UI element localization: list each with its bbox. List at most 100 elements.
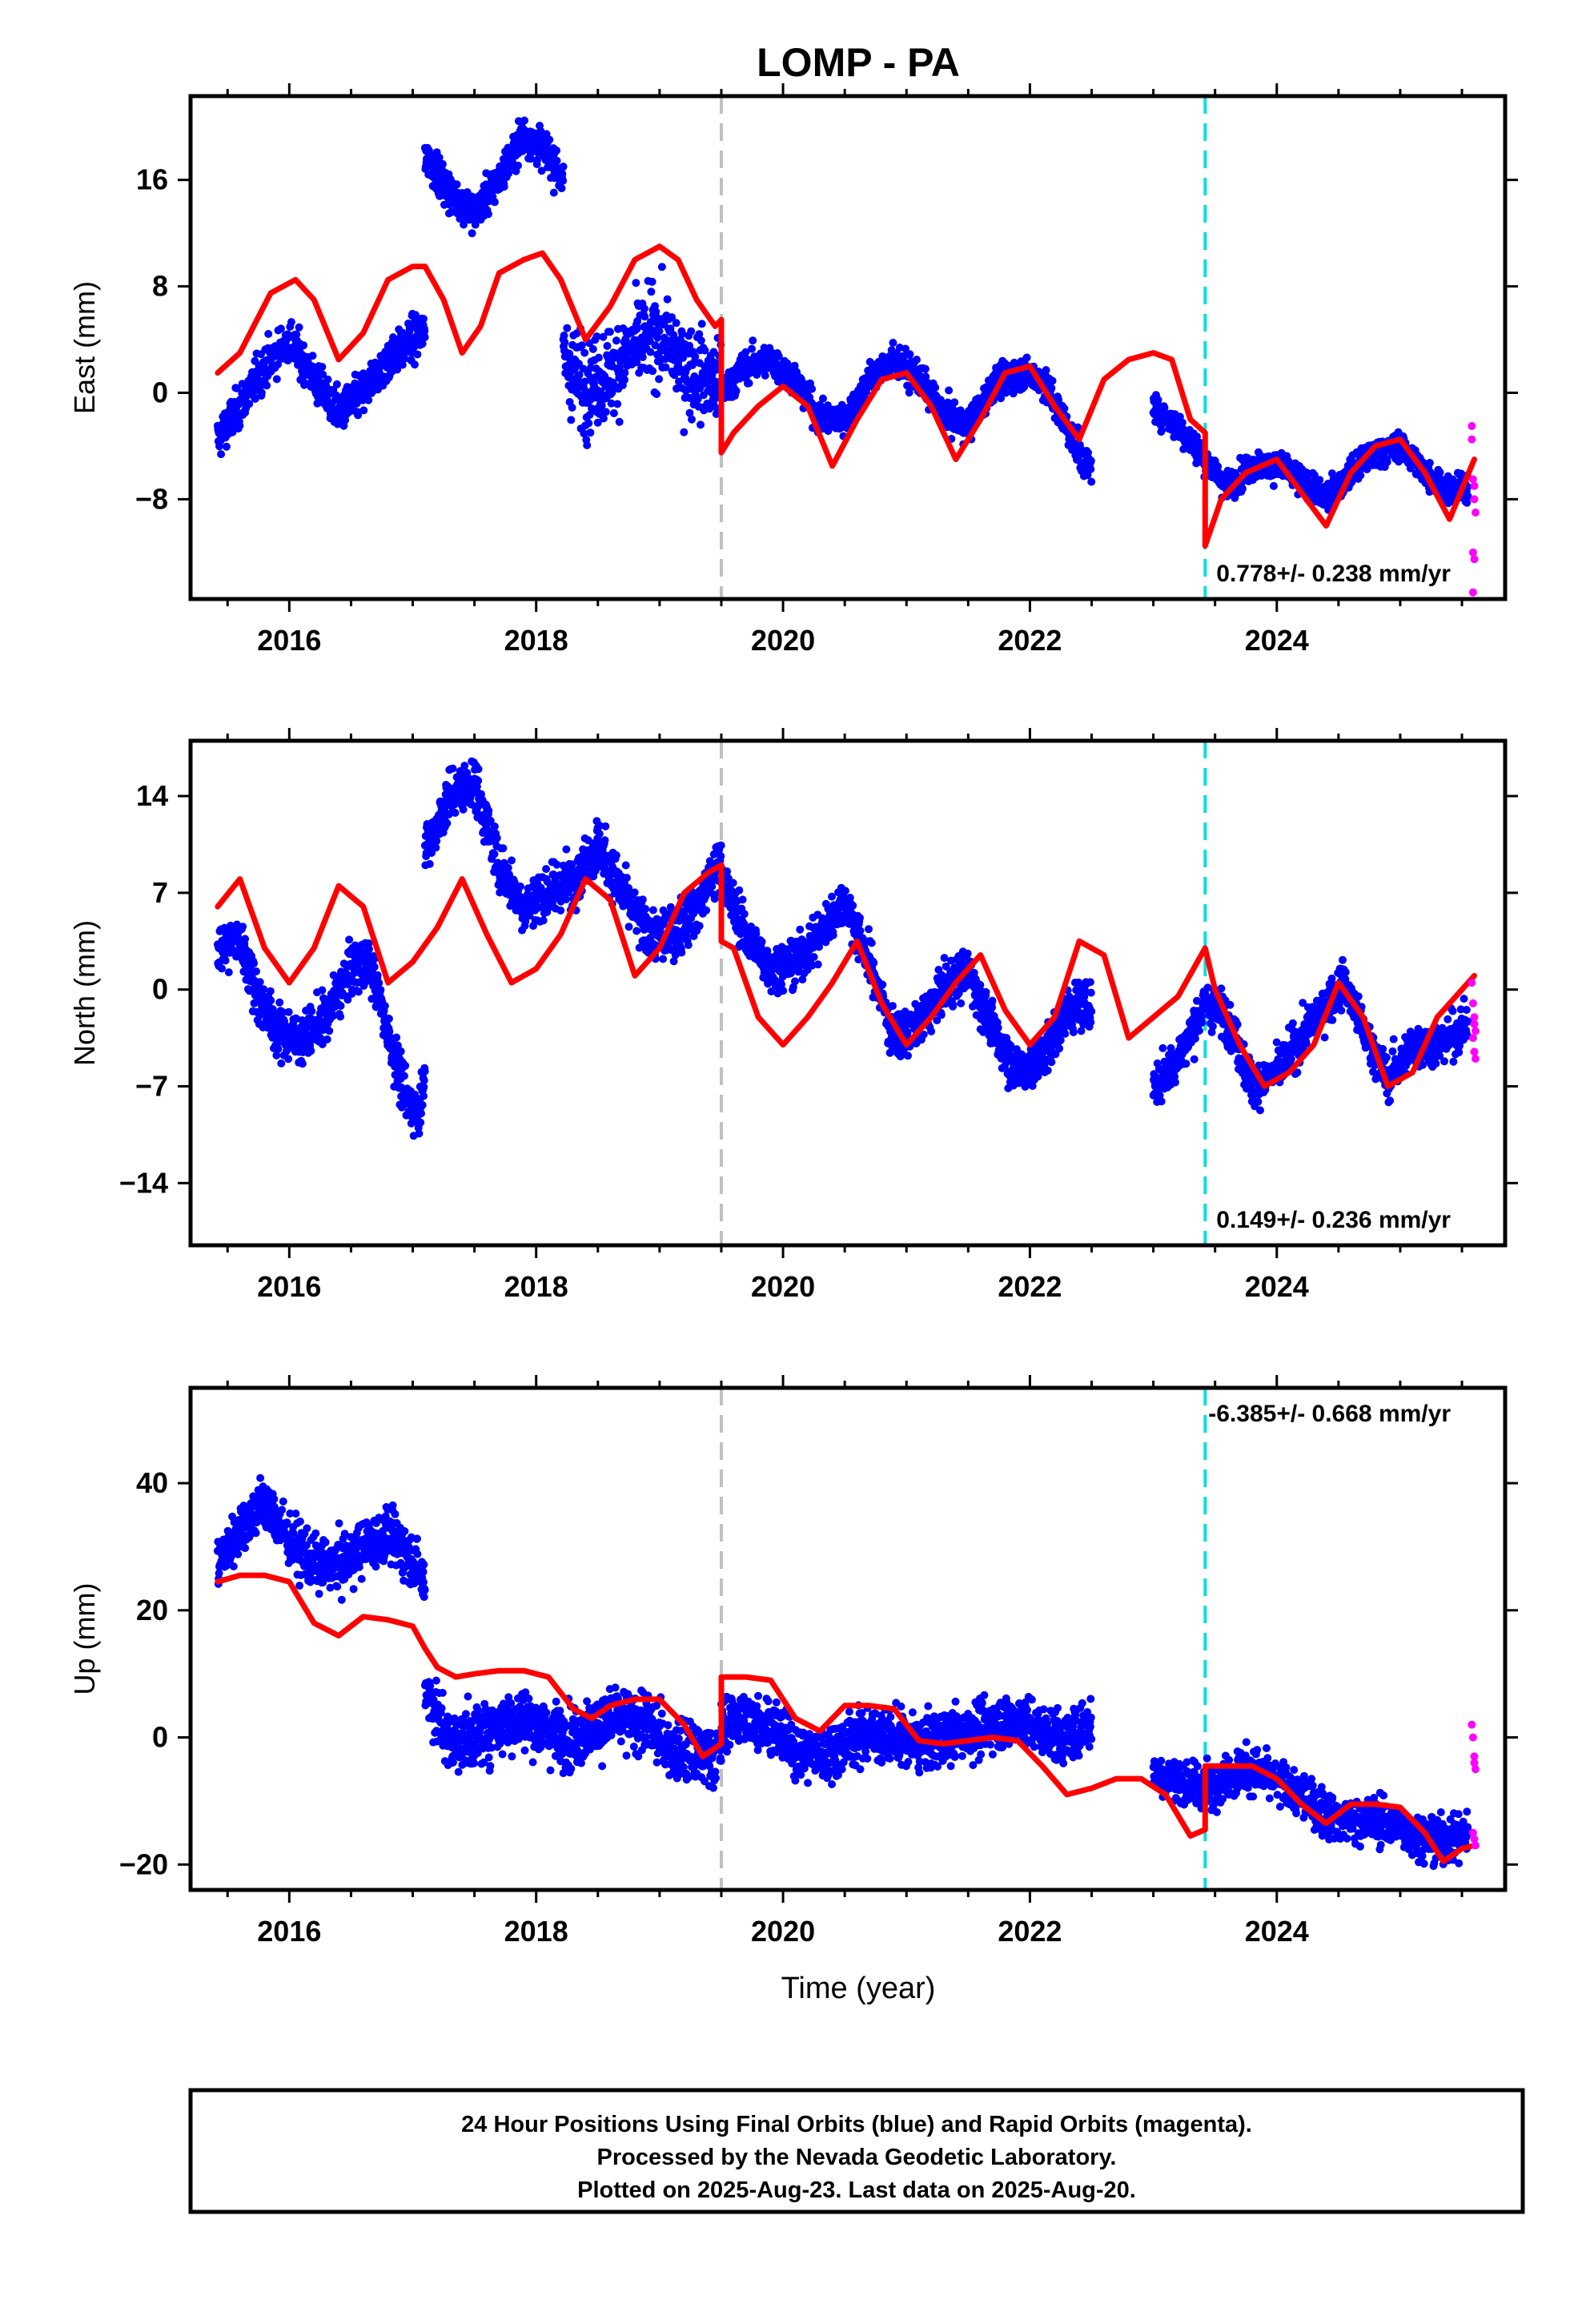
data-point: [380, 1002, 389, 1011]
data-point: [420, 1067, 429, 1076]
plot-area: [213, 741, 1480, 1245]
data-point: [484, 806, 493, 815]
data-point: [697, 320, 706, 328]
data-point: [251, 395, 259, 403]
data-point: [218, 964, 226, 973]
data-point: [313, 399, 322, 408]
data-point: [468, 229, 476, 238]
data-point: [359, 406, 368, 415]
x-tick-label: 2016: [257, 624, 321, 657]
data-point: [632, 279, 640, 287]
data-point: [448, 764, 457, 773]
data-point: [521, 917, 530, 926]
data-point: [605, 328, 614, 336]
data-point: [577, 341, 586, 350]
data-point: [474, 776, 483, 785]
rapid-point: [1468, 548, 1477, 557]
data-point: [400, 1072, 408, 1080]
data-point: [931, 384, 940, 392]
data-point: [504, 863, 512, 872]
data-point: [568, 860, 576, 869]
data-point: [250, 959, 259, 967]
data-point: [588, 344, 597, 353]
data-point: [420, 327, 429, 335]
data-point: [416, 1118, 425, 1127]
data-point: [318, 363, 327, 372]
x-tick-label: 2020: [751, 624, 815, 657]
data-point: [583, 441, 592, 449]
data-point: [559, 176, 568, 185]
data-point: [486, 816, 495, 825]
rapid-point: [1472, 509, 1480, 517]
rapid-point: [1470, 555, 1479, 564]
data-point: [516, 883, 524, 891]
data-point: [630, 888, 639, 897]
data-point: [257, 388, 266, 397]
data-point: [328, 1011, 337, 1020]
data-point: [669, 957, 678, 966]
data-point: [575, 371, 584, 380]
data-point: [678, 329, 687, 338]
data-point: [420, 1092, 428, 1100]
data-point: [603, 342, 612, 350]
data-point: [376, 986, 385, 994]
data-point: [1086, 464, 1095, 473]
data-point: [622, 874, 631, 883]
data-point: [552, 860, 561, 869]
data-point: [621, 861, 630, 870]
data-point: [666, 903, 675, 911]
data-point: [593, 418, 602, 427]
data-point: [612, 851, 620, 859]
data-point: [668, 313, 677, 322]
data-point: [748, 344, 756, 353]
data-point: [790, 361, 799, 370]
data-point: [224, 968, 233, 977]
data-point: [276, 324, 285, 333]
data-point: [901, 344, 909, 353]
data-point: [343, 995, 352, 1004]
data-point: [659, 955, 668, 963]
data-point: [1160, 404, 1169, 412]
y-tick-label: 0: [152, 376, 168, 408]
data-point: [499, 844, 508, 853]
x-tick-label: 2018: [504, 624, 568, 657]
y-tick-label: 16: [136, 163, 168, 196]
plot-area: [213, 96, 1480, 599]
data-point: [697, 420, 705, 429]
data-point: [905, 350, 914, 359]
data-point: [1425, 459, 1434, 467]
data-point: [1047, 384, 1056, 392]
data-point: [691, 352, 700, 361]
data-point: [613, 400, 622, 408]
data-point: [411, 360, 419, 369]
data-point: [298, 1059, 307, 1068]
data-point: [666, 324, 675, 333]
data-point: [640, 304, 648, 313]
data-point: [492, 834, 501, 842]
y-tick-label: −8: [135, 482, 168, 515]
data-point: [500, 183, 508, 191]
data-point: [542, 865, 551, 874]
data-point: [364, 396, 373, 404]
data-point: [284, 1007, 293, 1016]
data-point: [396, 1047, 405, 1055]
data-point: [252, 967, 260, 975]
data-point: [239, 923, 247, 931]
data-point: [518, 147, 527, 155]
data-point: [567, 416, 576, 424]
data-point: [1086, 456, 1095, 465]
data-point: [259, 985, 268, 994]
data-point: [307, 1007, 316, 1015]
data-point: [316, 1034, 325, 1042]
data-point: [624, 923, 633, 931]
data-point: [527, 155, 536, 163]
data-point: [275, 998, 284, 1007]
data-point: [1269, 481, 1278, 490]
data-point: [921, 364, 930, 373]
data-point: [584, 419, 593, 428]
data-point: [620, 376, 628, 384]
data-point: [697, 336, 705, 345]
data-point: [432, 837, 441, 846]
data-point: [586, 428, 595, 437]
data-point: [1435, 468, 1444, 476]
